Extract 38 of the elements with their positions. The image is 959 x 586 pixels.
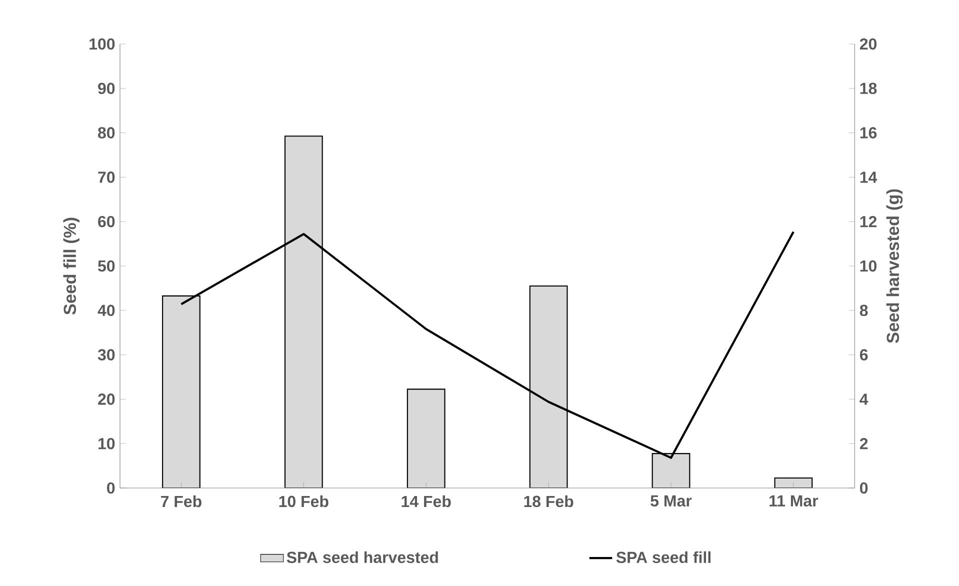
y2-tick-label: 8 — [860, 304, 868, 316]
y-tick-label: 0 — [107, 482, 115, 494]
y2-axis-title: Seed harvested (g) — [886, 189, 903, 344]
x-tick-label: 5 Mar — [650, 495, 692, 507]
y2-tick-label: 12 — [860, 216, 877, 228]
bar — [284, 136, 323, 488]
y-tick-label: 80 — [98, 127, 115, 138]
y-axis-title: Seed fill (%) — [63, 218, 80, 315]
y-tick-label: 30 — [98, 349, 115, 360]
bar — [652, 453, 690, 488]
bar — [162, 295, 200, 488]
legend-label: SPA seed harvested — [286, 551, 438, 564]
y-tick-label: 60 — [98, 216, 115, 228]
y2-tick-label: 14 — [860, 172, 878, 183]
y-tick-label: 100 — [90, 38, 115, 50]
y-tick-label: 70 — [98, 172, 115, 183]
legend-label: SPA seed fill — [616, 551, 710, 564]
y2-tick-label: 2 — [860, 438, 868, 450]
y2-tick-label: 0 — [860, 482, 868, 494]
y-tick-label: 40 — [98, 304, 115, 316]
bar — [529, 285, 568, 488]
y-tick-label: 10 — [98, 438, 115, 450]
x-tick-label: 7 Feb — [161, 495, 202, 508]
y2-tick-label: 16 — [860, 127, 877, 138]
x-tick-label: 10 Feb — [279, 495, 328, 508]
y2-tick-label: 4 — [860, 394, 868, 405]
y-tick-label: 50 — [98, 260, 115, 272]
y2-tick-label: 18 — [860, 82, 877, 94]
line-series — [180, 230, 795, 459]
y2-tick-label: 6 — [860, 349, 868, 360]
x-tick-label: 18 Feb — [524, 495, 574, 508]
y-tick-label: 20 — [98, 394, 115, 405]
x-tick-label: 14 Feb — [402, 495, 451, 508]
y-tick-label: 90 — [98, 82, 115, 94]
x-tick-label: 11 Mar — [770, 495, 818, 507]
y2-tick-label: 20 — [860, 38, 877, 50]
y2-tick-label: 10 — [860, 260, 877, 272]
bar — [406, 388, 446, 488]
